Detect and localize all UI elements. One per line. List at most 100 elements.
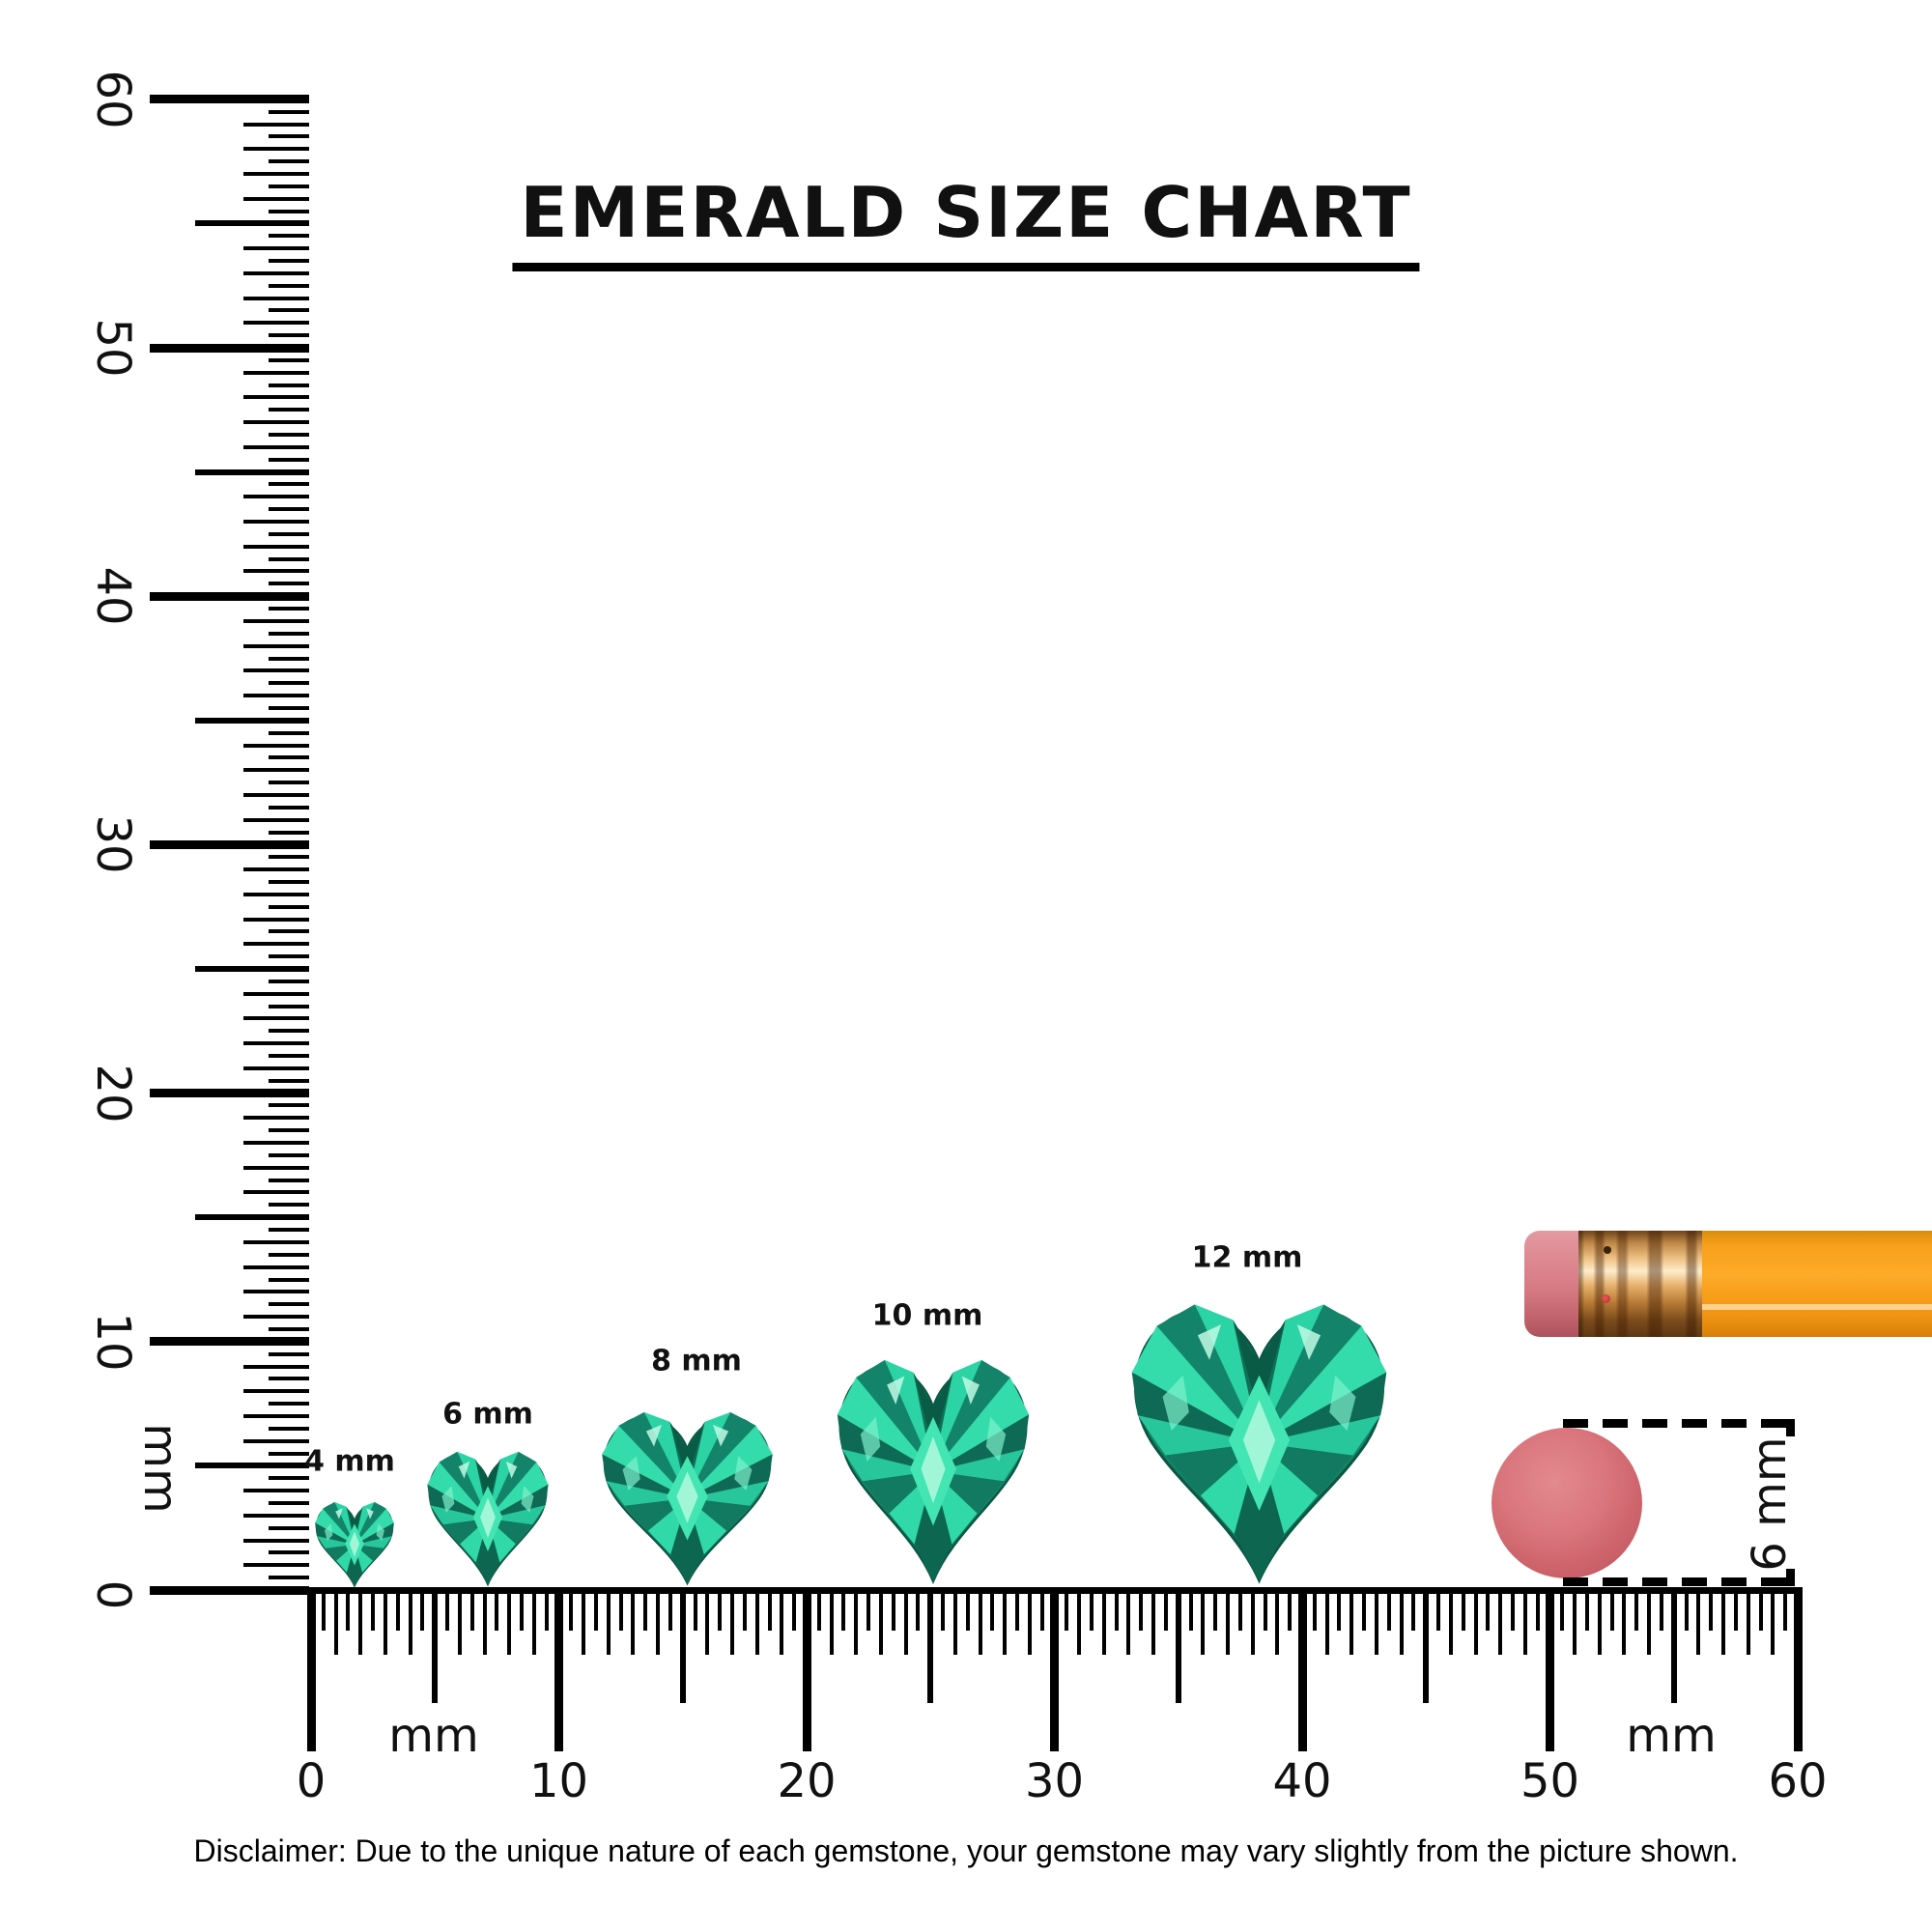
h-ruler-tick [346, 1590, 351, 1631]
h-ruler-tick [1709, 1590, 1714, 1631]
h-ruler-tick [1374, 1590, 1378, 1655]
v-ruler-tick [269, 879, 309, 884]
v-ruler-tick [243, 1538, 309, 1543]
v-ruler-tick [243, 246, 309, 251]
h-ruler-tick [718, 1590, 723, 1631]
v-ruler-tick [243, 1315, 309, 1320]
h-ruler-tick [1609, 1590, 1614, 1631]
h-ruler-tick [520, 1590, 525, 1631]
v-ruler-tick [269, 705, 309, 710]
h-ruler-tick [1362, 1590, 1367, 1631]
ferrule-rivet-dot [1604, 1246, 1611, 1254]
v-ruler-tick [269, 830, 309, 835]
v-ruler-tick [269, 209, 309, 213]
v-ruler-tick [243, 1190, 309, 1195]
v-ruler-tick [269, 383, 309, 387]
v-ruler-tick [269, 1326, 309, 1331]
h-ruler-tick [1027, 1590, 1032, 1655]
v-ruler-tick [243, 694, 309, 698]
v-ruler-tick [269, 1078, 309, 1083]
v-ruler-tick [269, 1351, 309, 1356]
h-ruler-tick [1473, 1590, 1478, 1655]
gem-size-label: 4 mm [304, 1444, 395, 1479]
v-ruler-tick [243, 1239, 309, 1244]
v-ruler-tick [243, 495, 309, 499]
v-ruler-tick [195, 717, 309, 724]
round-eraser-icon [1492, 1428, 1642, 1578]
h-ruler-number: 60 [1768, 1754, 1828, 1808]
v-ruler-tick [269, 357, 309, 362]
h-ruler-tick [1226, 1590, 1231, 1655]
v-ruler-tick [269, 954, 309, 959]
v-ruler-tick [269, 582, 309, 586]
h-ruler-tick [1684, 1590, 1689, 1631]
v-ruler-unit-label: mm [133, 1423, 187, 1514]
h-ruler-tick [1522, 1590, 1527, 1655]
v-ruler-tick [243, 1065, 309, 1070]
gem-size-label: 10 mm [871, 1298, 983, 1333]
h-ruler-tick [544, 1590, 549, 1631]
h-ruler-tick [1126, 1590, 1131, 1655]
h-ruler-tick [903, 1590, 908, 1655]
h-ruler-tick [457, 1590, 462, 1655]
v-ruler-number: 50 [86, 318, 140, 378]
h-ruler-tick [1733, 1590, 1738, 1631]
h-ruler-tick [1350, 1590, 1354, 1655]
h-ruler-tick [383, 1590, 387, 1655]
h-ruler-tick [1498, 1590, 1503, 1655]
h-ruler-number: 40 [1272, 1754, 1332, 1808]
v-ruler-tick [269, 1277, 309, 1282]
h-ruler-tick [1783, 1590, 1788, 1631]
v-ruler-tick [243, 544, 309, 549]
v-ruler-tick [269, 1203, 309, 1208]
h-ruler-tick [395, 1590, 400, 1631]
h-ruler-tick [1175, 1590, 1181, 1703]
v-ruler-tick [269, 1426, 309, 1431]
h-ruler-tick [1597, 1590, 1602, 1655]
v-ruler-tick [269, 805, 309, 810]
v-ruler-tick [243, 1413, 309, 1418]
h-ruler-tick [1511, 1590, 1516, 1631]
h-ruler-tick [333, 1590, 338, 1655]
h-ruler-tick [693, 1590, 697, 1631]
v-ruler-tick [269, 433, 309, 438]
h-ruler-tick [829, 1590, 834, 1655]
h-ruler-tick [742, 1590, 747, 1631]
v-ruler-tick [243, 1264, 309, 1269]
h-ruler-tick [482, 1590, 487, 1655]
v-ruler-tick [243, 867, 309, 872]
v-ruler-tick [243, 569, 309, 574]
h-ruler-tick [432, 1590, 439, 1703]
h-ruler-tick [878, 1590, 883, 1655]
eraser-measure-label: 6 mm [1743, 1436, 1797, 1572]
v-ruler-tick [150, 1337, 309, 1347]
pencil-body-highlight [1702, 1304, 1932, 1310]
h-ruler-tick [1139, 1590, 1144, 1631]
h-ruler-tick [1297, 1590, 1307, 1751]
v-ruler-tick [269, 1500, 309, 1505]
v-ruler-tick [243, 1563, 309, 1568]
h-ruler-tick [1077, 1590, 1082, 1655]
h-ruler-tick [306, 1590, 316, 1751]
h-ruler-unit-label-right: mm [1626, 1709, 1717, 1763]
h-ruler-tick [1721, 1590, 1726, 1655]
h-ruler-tick [1448, 1590, 1453, 1655]
v-ruler-tick [269, 1576, 309, 1580]
h-ruler-tick [1003, 1590, 1008, 1655]
gem-size-label: 6 mm [442, 1397, 533, 1432]
v-ruler-tick [269, 855, 309, 860]
h-ruler-tick [990, 1590, 995, 1631]
h-ruler-tick [643, 1590, 648, 1631]
h-ruler-tick [1423, 1590, 1430, 1703]
h-ruler-tick [371, 1590, 376, 1631]
v-ruler-tick [269, 607, 309, 611]
v-ruler-tick [269, 109, 309, 114]
h-ruler-tick [1114, 1590, 1119, 1631]
v-ruler-tick [269, 1178, 309, 1182]
v-ruler-tick [243, 668, 309, 673]
v-ruler-tick [195, 220, 309, 227]
v-ruler-tick [269, 1252, 309, 1257]
v-ruler-tick [195, 469, 309, 475]
h-ruler-tick [1288, 1590, 1293, 1631]
v-ruler-tick [269, 283, 309, 288]
